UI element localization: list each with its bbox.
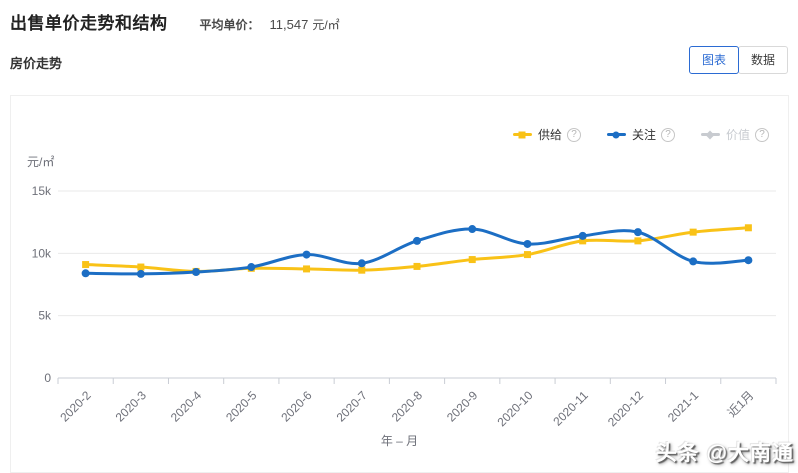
legend-label-attention: 关注 (631, 128, 656, 142)
price-trend-chart: 0 5k 10k 15k 2020-2 2020-3 2020-4 2020-5 2020-6 2… (32, 184, 777, 429)
tab-chart[interactable]: 图表 (688, 46, 739, 74)
svg-text:2020-3: 2020-3 (113, 388, 150, 425)
svg-text:2020-6: 2020-6 (278, 388, 315, 425)
legend-label-value: 价值 (725, 128, 750, 142)
svg-text:0: 0 (44, 371, 51, 385)
attention-line-icon (606, 131, 626, 139)
x-axis-name: 年 – 月 (380, 434, 419, 448)
average-price-label: 平均单价： (199, 18, 260, 32)
svg-text:2020-11: 2020-11 (550, 388, 591, 429)
view-tabs: 图表 数据 (688, 46, 788, 74)
average-price-unit: 元/㎡ (312, 18, 340, 32)
svg-text:5k: 5k (38, 309, 52, 323)
svg-text:近1月: 近1月 (725, 388, 757, 420)
page-header: 出售单价走势和结构 平均单价： 11,547 元/㎡ (10, 9, 340, 34)
average-price: 平均单价： 11,547 元/㎡ (200, 16, 340, 33)
chart-panel: 供给 ? 关注 ? 价值 ? 元/㎡ 0 5k 10k 15k 2020-2 2020-3… (10, 95, 789, 473)
value-line-icon (700, 130, 720, 139)
section-title: 房价走势 (10, 56, 63, 71)
legend-item-attention[interactable]: 关注 ? (606, 126, 675, 143)
legend-item-value[interactable]: 价值 ? (700, 126, 769, 143)
svg-text:2020-9: 2020-9 (444, 388, 481, 425)
help-icon[interactable]: ? (566, 127, 581, 142)
supply-line-icon (512, 131, 532, 139)
svg-text:2020-7: 2020-7 (334, 388, 371, 425)
y-axis-name: 元/㎡ (27, 155, 55, 169)
average-price-value: 11,547 (269, 17, 309, 32)
svg-text:2020-5: 2020-5 (223, 388, 260, 425)
svg-text:15k: 15k (32, 184, 52, 198)
svg-text:10k: 10k (32, 246, 52, 260)
svg-text:2021-1: 2021-1 (665, 388, 702, 425)
legend-item-supply[interactable]: 供给 ? (512, 126, 581, 143)
legend-label-supply: 供给 (537, 128, 562, 142)
chart-legend: 供给 ? 关注 ? 价值 ? (512, 126, 769, 143)
watermark: 头条 @大南通 (655, 442, 794, 465)
svg-text:2020-12: 2020-12 (605, 388, 646, 429)
page-title: 出售单价走势和结构 (10, 14, 168, 33)
svg-text:2020-8: 2020-8 (389, 388, 426, 425)
svg-text:2020-2: 2020-2 (57, 388, 94, 425)
help-icon[interactable]: ? (660, 127, 675, 142)
svg-text:2020-10: 2020-10 (495, 388, 536, 429)
svg-text:2020-4: 2020-4 (168, 388, 205, 425)
help-icon[interactable]: ? (755, 127, 769, 142)
tab-data[interactable]: 数据 (737, 46, 788, 74)
